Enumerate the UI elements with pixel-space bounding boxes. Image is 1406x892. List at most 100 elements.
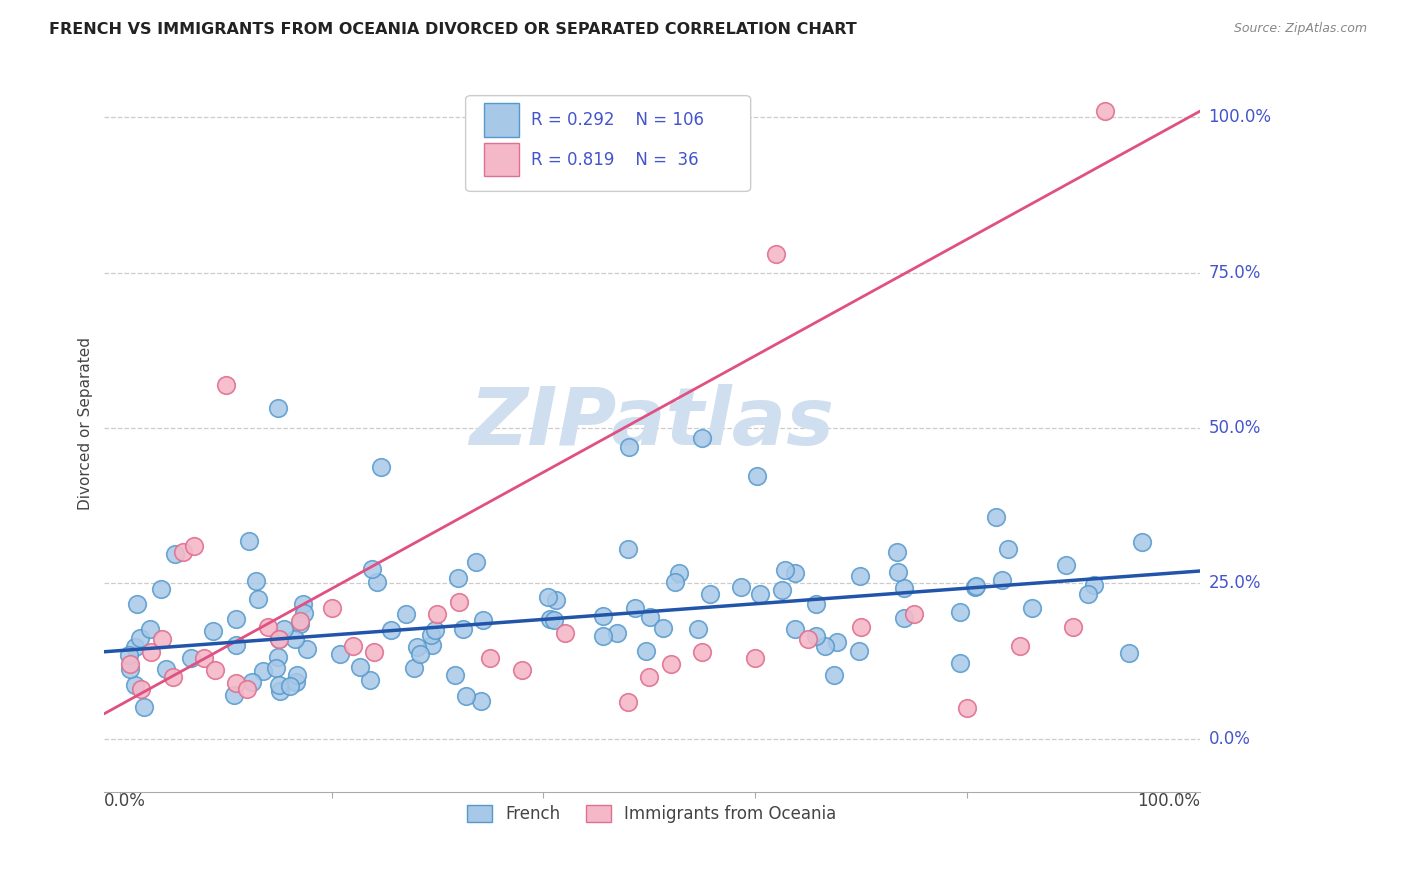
Y-axis label: Divorced or Separated: Divorced or Separated — [79, 337, 93, 510]
Point — [1094, 104, 1116, 119]
Point — [444, 668, 467, 682]
Point — [785, 622, 807, 636]
Point — [359, 673, 381, 687]
Text: R = 0.292    N = 106: R = 0.292 N = 106 — [531, 111, 704, 129]
Point — [291, 598, 314, 612]
Point — [269, 678, 291, 692]
Point — [1077, 587, 1099, 601]
Point — [409, 647, 432, 661]
Point — [464, 555, 486, 569]
Point — [454, 689, 477, 703]
Text: ZIPatlas: ZIPatlas — [470, 384, 835, 462]
Point — [273, 622, 295, 636]
Point — [825, 635, 848, 649]
Point — [851, 620, 873, 634]
Point — [903, 607, 925, 622]
Point — [886, 544, 908, 558]
Point — [636, 644, 658, 658]
Point — [247, 591, 270, 606]
Point — [426, 607, 449, 622]
Point — [124, 640, 146, 655]
Point — [592, 629, 614, 643]
Text: 100.0%: 100.0% — [1209, 108, 1271, 127]
Point — [419, 628, 441, 642]
Point — [770, 582, 793, 597]
Point — [651, 621, 673, 635]
Point — [201, 624, 224, 639]
Text: R = 0.819    N =  36: R = 0.819 N = 36 — [531, 151, 699, 169]
Point — [264, 661, 287, 675]
Point — [380, 624, 402, 638]
Point — [366, 575, 388, 590]
FancyBboxPatch shape — [484, 103, 519, 136]
Point — [292, 607, 315, 621]
Point — [267, 632, 290, 646]
Point — [132, 700, 155, 714]
Point — [949, 605, 972, 619]
Point — [420, 638, 443, 652]
Point — [285, 674, 308, 689]
Point — [617, 694, 640, 708]
Point — [470, 694, 492, 708]
Point — [1083, 578, 1105, 592]
Point — [193, 651, 215, 665]
Point — [284, 632, 307, 646]
Point — [638, 670, 661, 684]
Point — [668, 566, 690, 580]
Point — [257, 620, 280, 634]
Point — [823, 667, 845, 681]
Point — [451, 623, 474, 637]
Point — [785, 566, 807, 581]
Point — [640, 610, 662, 624]
Point — [214, 377, 236, 392]
Point — [150, 582, 173, 596]
Point — [285, 668, 308, 682]
Point — [659, 657, 682, 672]
Point — [423, 623, 446, 637]
Point — [163, 548, 186, 562]
Point — [395, 607, 418, 622]
Point — [236, 682, 259, 697]
Point — [120, 657, 142, 672]
Point — [204, 664, 226, 678]
Point — [447, 595, 470, 609]
Point — [1054, 558, 1077, 572]
Point — [162, 670, 184, 684]
Point — [225, 612, 247, 626]
Text: 0.0%: 0.0% — [1209, 730, 1250, 747]
Point — [402, 661, 425, 675]
Point — [224, 688, 246, 702]
Point — [956, 700, 979, 714]
Point — [252, 664, 274, 678]
Point — [546, 592, 568, 607]
Point — [984, 509, 1007, 524]
Point — [887, 565, 910, 579]
Point — [225, 676, 247, 690]
Point — [245, 574, 267, 589]
Point — [617, 440, 640, 454]
Point — [118, 648, 141, 662]
Point — [288, 617, 311, 632]
Point — [363, 645, 385, 659]
Text: FRENCH VS IMMIGRANTS FROM OCEANIA DIVORCED OR SEPARATED CORRELATION CHART: FRENCH VS IMMIGRANTS FROM OCEANIA DIVORC… — [49, 22, 858, 37]
Point — [997, 542, 1019, 557]
Point — [991, 573, 1014, 587]
Point — [1062, 620, 1084, 634]
Text: 0.0%: 0.0% — [104, 791, 146, 810]
Point — [848, 643, 870, 657]
Point — [893, 611, 915, 625]
Point — [124, 678, 146, 692]
Point — [692, 645, 714, 659]
Point — [183, 539, 205, 553]
Point — [804, 598, 827, 612]
Point — [744, 651, 766, 665]
Legend: French, Immigrants from Oceania: French, Immigrants from Oceania — [460, 797, 845, 831]
Text: Source: ZipAtlas.com: Source: ZipAtlas.com — [1233, 22, 1367, 36]
Point — [965, 580, 987, 594]
Point — [321, 601, 343, 615]
Point — [765, 247, 787, 261]
Point — [479, 651, 502, 665]
Point — [849, 569, 872, 583]
Point — [370, 460, 392, 475]
Point — [510, 664, 533, 678]
